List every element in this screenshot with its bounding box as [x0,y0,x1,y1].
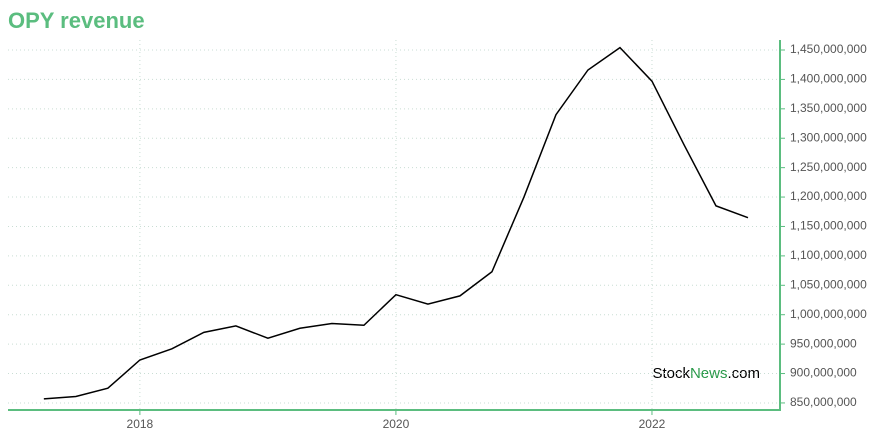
y-tick-label: 1,200,000,000 [790,189,867,203]
y-tick-label: 850,000,000 [790,395,857,409]
y-tick-label: 1,350,000,000 [790,101,867,115]
x-tick-label: 2020 [383,417,410,431]
y-tick-label: 1,300,000,000 [790,130,867,144]
y-tick-label: 950,000,000 [790,336,857,350]
y-tick-label: 1,050,000,000 [790,277,867,291]
x-tick-label: 2018 [127,417,154,431]
watermark-part: Stock [652,365,690,382]
x-tick-label: 2022 [639,417,666,431]
watermark: StockNews.com [652,365,760,382]
chart-title: OPY revenue [8,8,145,33]
y-tick-label: 1,250,000,000 [790,160,867,174]
y-tick-label: 1,100,000,000 [790,248,867,262]
line-series [43,46,749,400]
y-tick-label: 1,150,000,000 [790,219,867,233]
watermark-part: .com [727,365,760,382]
y-tick-label: 900,000,000 [790,366,857,380]
y-tick-label: 1,450,000,000 [790,42,867,56]
y-tick-label: 1,000,000,000 [790,307,867,321]
y-tick-label: 1,400,000,000 [790,72,867,86]
